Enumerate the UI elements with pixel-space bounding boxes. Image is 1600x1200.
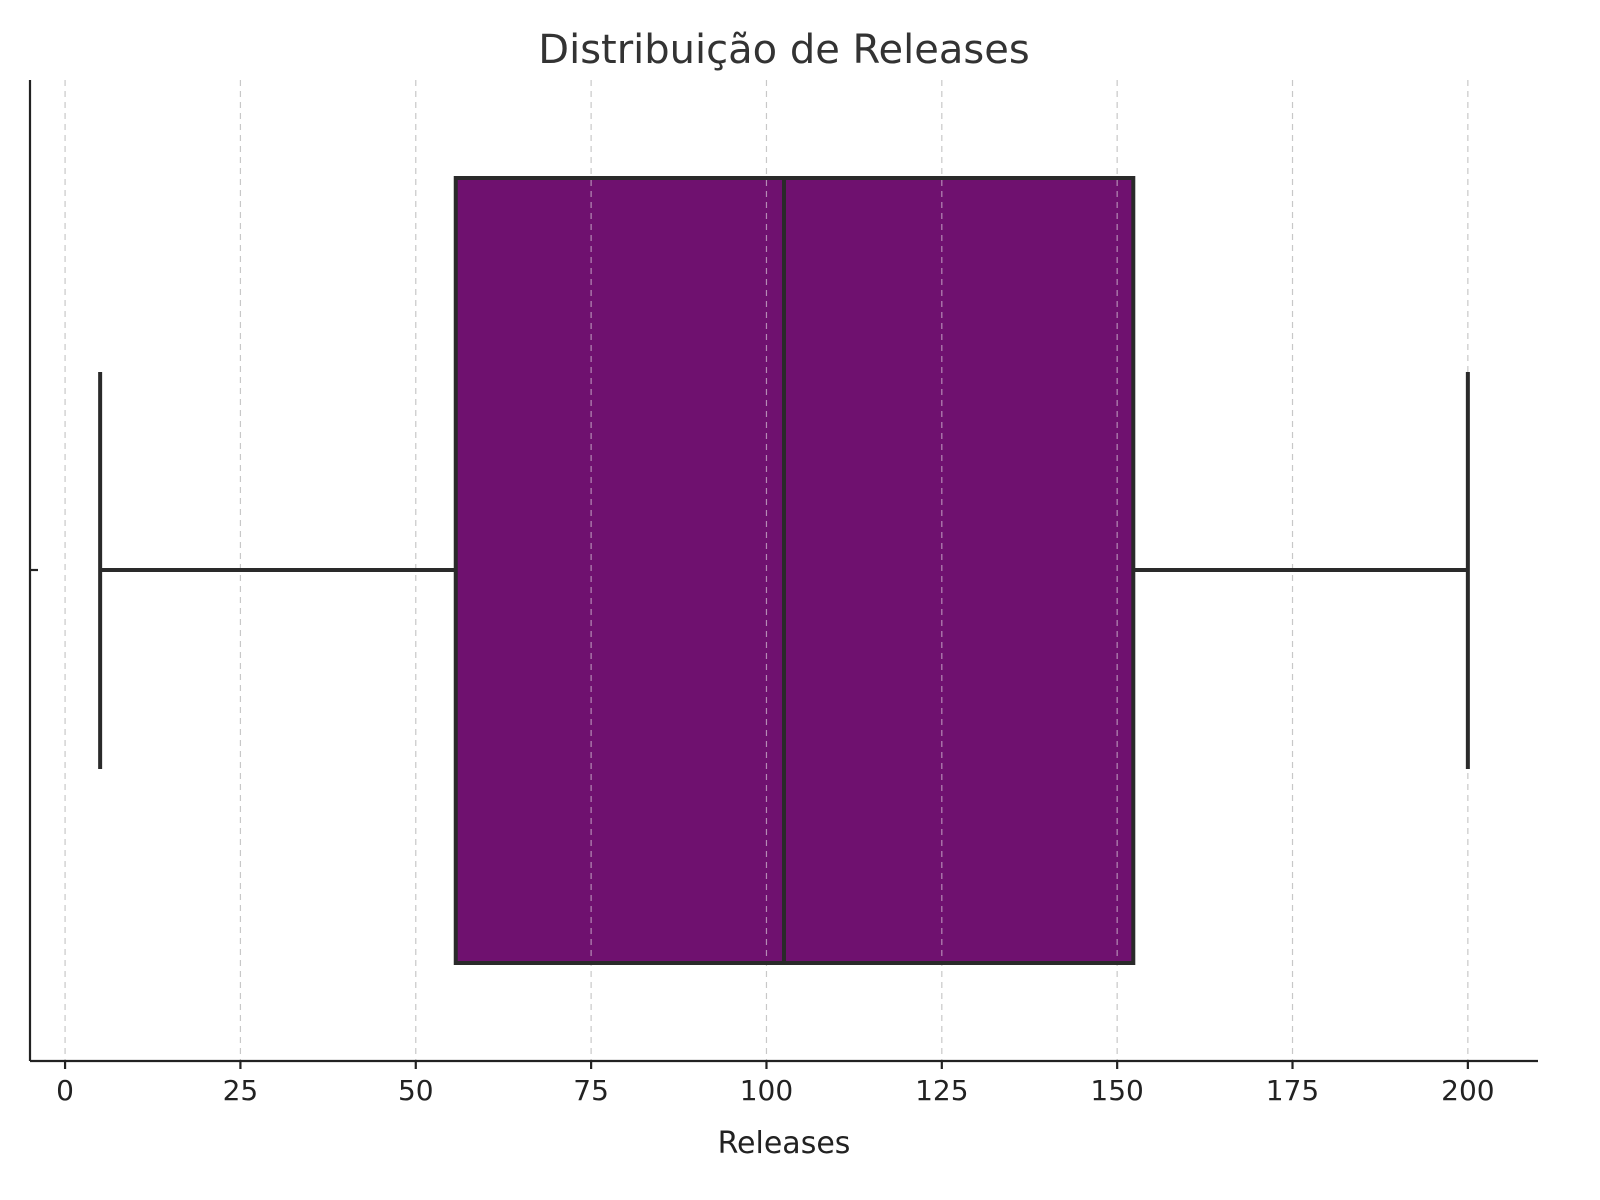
box-plot: [98, 176, 1470, 965]
x-tick-label-200: 200: [1441, 1074, 1494, 1107]
x-tick-label-25: 25: [223, 1074, 259, 1107]
x-tick-label-0: 0: [56, 1074, 74, 1107]
x-tick-labels: 0 25 50 75 100 125 150 175 200: [56, 1074, 1494, 1107]
x-tick-label-150: 150: [1090, 1074, 1143, 1107]
iqr-box: [453, 176, 1136, 965]
x-tick-label-125: 125: [915, 1074, 968, 1107]
x-tick-label-75: 75: [573, 1074, 609, 1107]
chart-title: Distribuição de Releases: [538, 27, 1029, 73]
x-tick-label-175: 175: [1266, 1074, 1319, 1107]
x-axis-label: Releases: [718, 1126, 851, 1161]
x-tick-label-100: 100: [740, 1074, 793, 1107]
x-tick-label-50: 50: [398, 1074, 434, 1107]
axes: [28, 80, 1538, 1069]
